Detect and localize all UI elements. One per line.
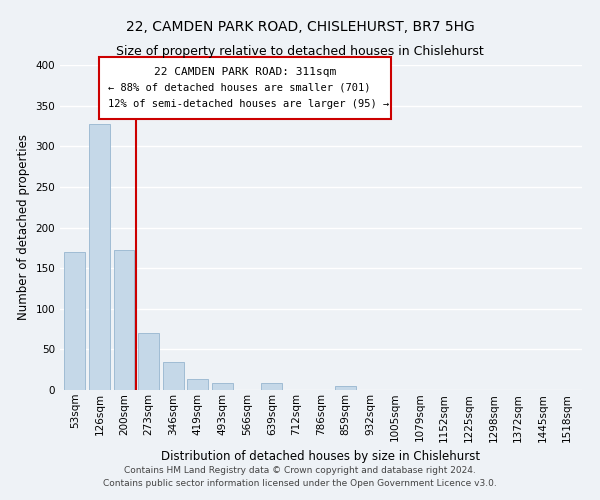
Text: ← 88% of detached houses are smaller (701): ← 88% of detached houses are smaller (70…: [108, 83, 371, 93]
FancyBboxPatch shape: [99, 57, 391, 118]
Bar: [163, 362, 184, 390]
Text: Contains HM Land Registry data © Crown copyright and database right 2024.
Contai: Contains HM Land Registry data © Crown c…: [103, 466, 497, 487]
Text: 12% of semi-detached houses are larger (95) →: 12% of semi-detached houses are larger (…: [108, 99, 389, 109]
Text: Size of property relative to detached houses in Chislehurst: Size of property relative to detached ho…: [116, 45, 484, 58]
Bar: [212, 382, 233, 390]
Bar: [113, 250, 134, 390]
X-axis label: Distribution of detached houses by size in Chislehurst: Distribution of detached houses by size …: [161, 450, 481, 463]
Bar: [335, 386, 356, 390]
Bar: [64, 252, 85, 390]
Text: 22 CAMDEN PARK ROAD: 311sqm: 22 CAMDEN PARK ROAD: 311sqm: [154, 66, 337, 76]
Bar: [261, 382, 282, 390]
Bar: [138, 333, 159, 390]
Bar: [187, 380, 208, 390]
Bar: [89, 124, 110, 390]
Y-axis label: Number of detached properties: Number of detached properties: [17, 134, 30, 320]
Text: 22, CAMDEN PARK ROAD, CHISLEHURST, BR7 5HG: 22, CAMDEN PARK ROAD, CHISLEHURST, BR7 5…: [125, 20, 475, 34]
